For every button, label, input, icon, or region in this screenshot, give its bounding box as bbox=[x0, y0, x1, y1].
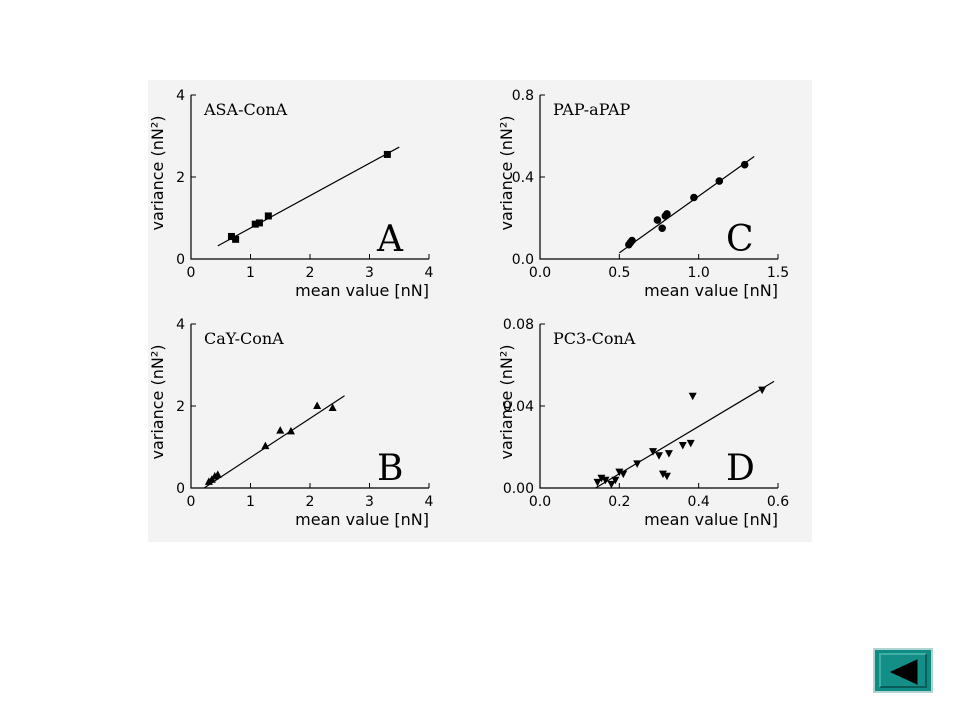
x-tick-label: 4 bbox=[425, 494, 434, 510]
x-tick-label: 3 bbox=[365, 494, 374, 510]
x-axis-title: mean value [nN] bbox=[644, 281, 778, 300]
panel-title: CaY-ConA bbox=[204, 329, 284, 348]
data-point bbox=[663, 210, 671, 218]
x-tick-label: 4 bbox=[425, 265, 434, 281]
y-tick-label: 0.08 bbox=[503, 317, 534, 333]
data-point bbox=[261, 441, 270, 450]
data-point bbox=[664, 450, 673, 458]
data-point bbox=[232, 235, 240, 243]
data-point bbox=[607, 480, 616, 489]
x-tick-label: 1 bbox=[246, 494, 255, 510]
panel-letter: D bbox=[726, 448, 755, 489]
x-tick-label: 2 bbox=[306, 494, 315, 510]
fit-line bbox=[618, 156, 755, 254]
data-point bbox=[615, 468, 624, 477]
panel-title: ASA-ConA bbox=[203, 100, 288, 119]
panel-title: PC3-ConA bbox=[553, 329, 636, 348]
x-tick-label: 0.0 bbox=[529, 265, 551, 281]
data-point bbox=[686, 439, 695, 448]
data-point bbox=[383, 150, 391, 158]
x-tick-label: 0.4 bbox=[688, 494, 710, 510]
data-point bbox=[633, 460, 642, 468]
y-tick-label: 0.0 bbox=[512, 252, 534, 268]
panel-letter: A bbox=[376, 219, 404, 260]
panel-letter: C bbox=[726, 219, 754, 260]
data-point bbox=[597, 474, 606, 483]
x-tick-label: 0.2 bbox=[608, 494, 630, 510]
data-point bbox=[619, 470, 628, 479]
data-point bbox=[276, 426, 285, 434]
x-tick-label: 1.0 bbox=[688, 265, 710, 281]
data-point bbox=[601, 476, 610, 485]
data-point bbox=[662, 472, 671, 481]
data-point bbox=[653, 216, 662, 224]
y-tick-label: 4 bbox=[176, 88, 185, 104]
panel-letter: B bbox=[377, 448, 403, 489]
data-point bbox=[678, 441, 687, 450]
y-axis-title: variance (nN²) bbox=[148, 116, 167, 231]
data-point bbox=[593, 478, 602, 487]
data-point bbox=[313, 401, 322, 409]
x-tick-label: 2 bbox=[306, 265, 315, 281]
x-tick-label: 0 bbox=[187, 265, 196, 281]
data-point bbox=[328, 403, 337, 412]
data-point bbox=[658, 224, 666, 233]
data-point bbox=[688, 392, 697, 401]
y-tick-label: 0.8 bbox=[512, 88, 534, 104]
triangle-left-icon bbox=[889, 659, 918, 685]
panel-d: 0.0 0.2 0.4 0.6 0.00 0.04 0.08 mean value [nN] v… bbox=[497, 317, 789, 529]
y-tick-label: 2 bbox=[176, 170, 185, 186]
y-tick-label: 2 bbox=[176, 399, 185, 415]
data-point bbox=[740, 160, 749, 169]
x-axis-title: mean value [nN] bbox=[644, 510, 778, 529]
x-tick-label: 3 bbox=[365, 265, 374, 281]
y-tick-label: 4 bbox=[176, 317, 185, 333]
panel-c: 0.0 0.5 1.0 1.5 0.0 0.4 0.8 mean value [nN] vari… bbox=[497, 88, 789, 300]
data-point bbox=[213, 470, 222, 478]
back-button[interactable] bbox=[873, 648, 933, 693]
data-point bbox=[649, 448, 658, 456]
y-axis-title: variance (nN²) bbox=[497, 345, 516, 460]
y-tick-label: 0.04 bbox=[503, 399, 534, 415]
data-point bbox=[227, 232, 235, 240]
x-tick-label: 1.5 bbox=[767, 265, 789, 281]
y-axis-title: variance (nN²) bbox=[148, 345, 167, 460]
data-point bbox=[758, 386, 767, 395]
data-point bbox=[715, 177, 724, 185]
y-tick-label: 0.4 bbox=[512, 170, 534, 186]
panel-title: PAP-aPAP bbox=[553, 100, 631, 119]
fit-line bbox=[203, 395, 345, 489]
data-point bbox=[655, 452, 663, 460]
y-axis-title: variance (nN²) bbox=[497, 116, 516, 231]
data-point bbox=[658, 470, 667, 479]
y-tick-label: 0 bbox=[176, 481, 185, 497]
x-tick-label: 0.6 bbox=[767, 494, 789, 510]
y-tick-label: 0 bbox=[176, 252, 185, 268]
x-tick-label: 1 bbox=[246, 265, 255, 281]
x-tick-label: 0.0 bbox=[529, 494, 551, 510]
x-tick-label: 0 bbox=[187, 494, 196, 510]
data-point bbox=[611, 476, 620, 485]
data-point bbox=[251, 220, 259, 228]
x-axis-title: mean value [nN] bbox=[295, 510, 429, 529]
y-tick-label: 0.00 bbox=[503, 481, 534, 497]
data-point bbox=[690, 193, 698, 202]
x-axis-title: mean value [nN] bbox=[295, 281, 429, 300]
fit-line bbox=[595, 380, 775, 489]
data-point bbox=[255, 219, 263, 227]
data-point bbox=[264, 212, 272, 220]
x-tick-label: 0.5 bbox=[608, 265, 630, 281]
data-point bbox=[628, 236, 636, 245]
fit-line bbox=[217, 146, 400, 247]
data-point bbox=[286, 426, 295, 435]
figure: 0 1 2 3 4 0 2 4 mean value [nN] variance (nN²) ASA… bbox=[148, 80, 812, 542]
